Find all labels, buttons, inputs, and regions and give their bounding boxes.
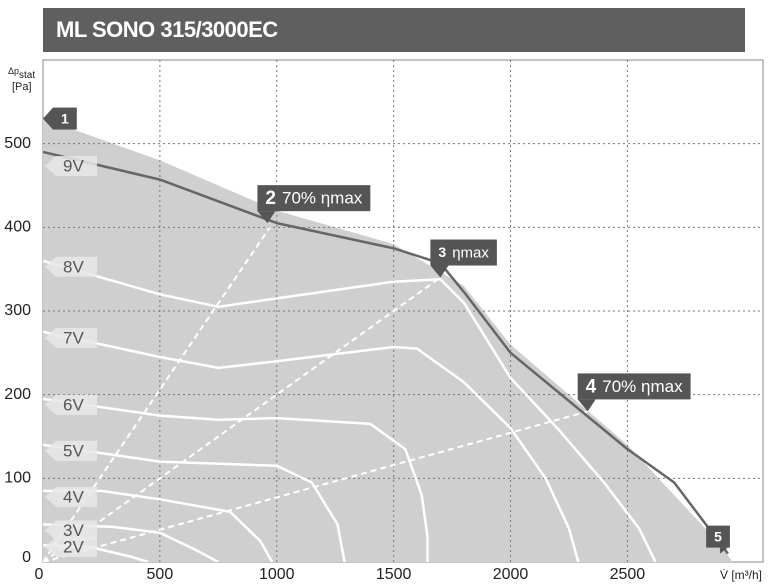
envelope-area: [43, 118, 733, 562]
annotation-text: 70% ηmax: [282, 189, 363, 208]
annotation-number: 2: [265, 188, 276, 209]
annotation-text: ηmax: [452, 245, 489, 262]
x-tick-label: 2500: [610, 566, 646, 583]
legend-label: 5V: [63, 441, 84, 460]
x-tick-label: 0: [35, 566, 44, 583]
legend-tag: [45, 537, 97, 557]
y-tick-label: 200: [4, 386, 31, 403]
annotation-text: 70% ηmax: [602, 377, 683, 396]
legend-tag: [45, 256, 97, 277]
legend-tag: [45, 440, 97, 461]
title-bar: [43, 8, 745, 52]
y-tick-label: 300: [4, 302, 31, 319]
annotation-pointer: [577, 399, 596, 412]
annotation-number: 4: [586, 376, 597, 397]
annotation: 4 70% ηmax: [577, 373, 691, 412]
legend-label: 3V: [63, 521, 84, 540]
legend-label: 7V: [63, 328, 84, 347]
y-tick-label: 400: [4, 219, 31, 236]
annotation: 1: [43, 107, 77, 130]
speed-curve: [43, 259, 657, 562]
x-axis-label: V̇ [m³/h]: [720, 568, 762, 582]
annotation-pointer: [430, 265, 449, 278]
legend-tag: [45, 486, 97, 507]
legend-tag: [45, 156, 97, 177]
x-tick-label: 1500: [376, 566, 412, 583]
plot: [43, 60, 763, 562]
annotation-box: [430, 239, 497, 266]
speed-curve: [43, 330, 580, 562]
y-label-main: Δp: [8, 66, 19, 76]
legend-label: 2V: [63, 537, 84, 556]
annotation-pointer: [43, 107, 53, 130]
y-axis-unit: [Pa]: [12, 81, 32, 93]
annotation-box: [53, 107, 77, 130]
annotation-number: 5: [714, 528, 722, 544]
legend-tag: [45, 327, 97, 348]
y-axis-label: Δpstat: [8, 66, 35, 80]
legend-tag: [45, 394, 97, 415]
annotation-number: 1: [61, 110, 69, 126]
y-tick-label: 0: [22, 549, 31, 566]
legend-label: 6V: [63, 395, 84, 414]
efficiency-line: [43, 226, 271, 562]
annotation-box: [706, 525, 730, 548]
y-tick-label: 500: [4, 135, 31, 152]
annotation-pointer: [257, 211, 276, 224]
y-tick-label: 100: [4, 470, 31, 487]
speed-curve: [43, 150, 729, 555]
legend-label: 9V: [63, 157, 84, 176]
y-label-sub: stat: [19, 70, 35, 81]
annotation-box: [257, 185, 371, 212]
annotation: 2 70% ηmax: [257, 185, 371, 224]
speed-curve: [43, 443, 346, 562]
annotation: 5: [706, 525, 730, 554]
annotation-pointer: [719, 547, 728, 554]
x-tick-label: 500: [147, 566, 174, 583]
legend-label: 8V: [63, 257, 84, 276]
annotation-box: [577, 373, 691, 400]
speed-curve: [43, 397, 429, 562]
x-tick-label: 2000: [493, 566, 529, 583]
legend-label: 4V: [63, 487, 84, 506]
legend-tag: [45, 520, 97, 541]
annotation: 3 ηmax: [430, 239, 497, 278]
chart-title: ML SONO 315/3000EC: [56, 17, 278, 42]
x-tick-label: 1000: [259, 566, 295, 583]
annotation-number: 3: [438, 244, 446, 260]
